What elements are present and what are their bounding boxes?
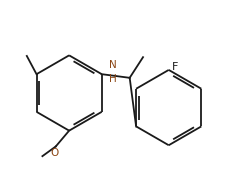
Text: F: F: [172, 62, 178, 73]
Text: H: H: [110, 74, 117, 84]
Text: N: N: [110, 60, 117, 70]
Text: O: O: [50, 148, 59, 158]
